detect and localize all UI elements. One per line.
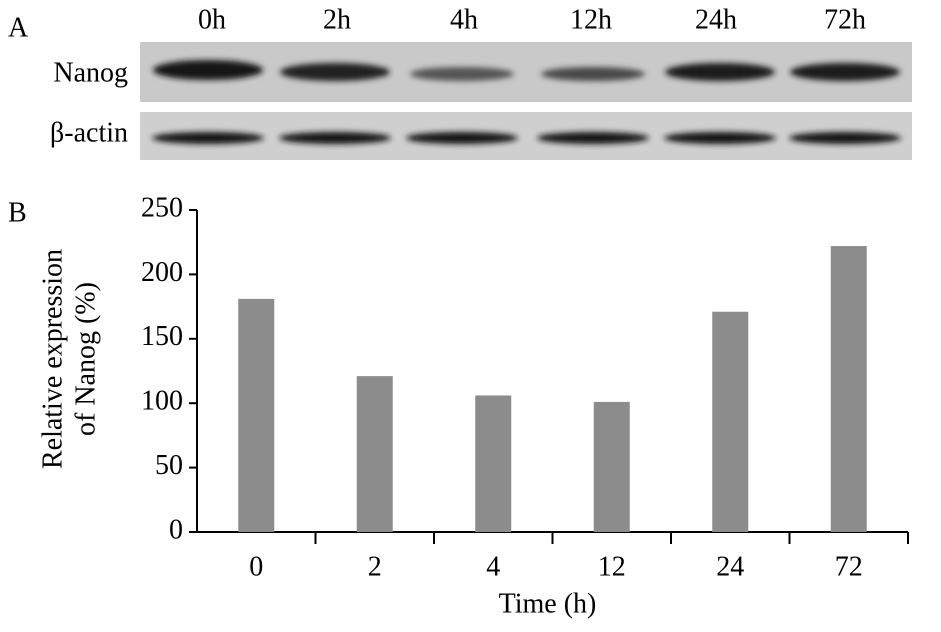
lane-label: 12h [570, 4, 612, 35]
x-tick-label: 24 [716, 551, 744, 582]
lane-label: 4h [450, 4, 478, 35]
band [537, 132, 649, 144]
bar [712, 311, 749, 532]
y-tick-label: 200 [141, 257, 183, 288]
row-label: β-actin [50, 117, 128, 148]
y-tick-label: 0 [169, 514, 183, 545]
x-axis-title: Time (h) [499, 588, 597, 619]
y-axis-title: of Nanog (%) [70, 282, 101, 436]
band [279, 132, 391, 144]
band [665, 63, 775, 81]
bar [238, 298, 275, 532]
band [790, 63, 900, 81]
lane-label: 72h [824, 4, 866, 35]
lane-label: 2h [323, 4, 351, 35]
blot-strip [140, 112, 912, 160]
bar [593, 401, 630, 532]
bar [830, 246, 867, 532]
y-tick-label: 250 [141, 192, 183, 223]
blot-strip [140, 42, 912, 102]
lane-label: 24h [695, 4, 737, 35]
x-tick-label: 72 [835, 551, 863, 582]
band [152, 132, 264, 144]
band [410, 67, 514, 81]
band [406, 132, 518, 144]
lane-label: 0h [198, 4, 226, 35]
y-tick-label: 150 [141, 321, 183, 352]
x-tick-label: 2 [368, 551, 382, 582]
x-tick-label: 12 [598, 551, 626, 582]
bar [475, 395, 512, 532]
bar [356, 376, 393, 532]
x-tick-label: 4 [486, 551, 500, 582]
band [664, 132, 776, 144]
panel-label: B [8, 197, 27, 228]
band [789, 132, 901, 144]
band [541, 67, 645, 81]
band [280, 63, 390, 81]
panel-label: A [8, 12, 29, 43]
x-tick-label: 0 [249, 551, 263, 582]
y-axis-title: Relative expression [37, 249, 68, 469]
blot: Nanog β-actin [50, 42, 912, 160]
band [153, 60, 263, 80]
y-tick-label: 50 [155, 450, 183, 481]
y-tick-label: 100 [141, 386, 183, 417]
row-label: Nanog [53, 57, 128, 88]
